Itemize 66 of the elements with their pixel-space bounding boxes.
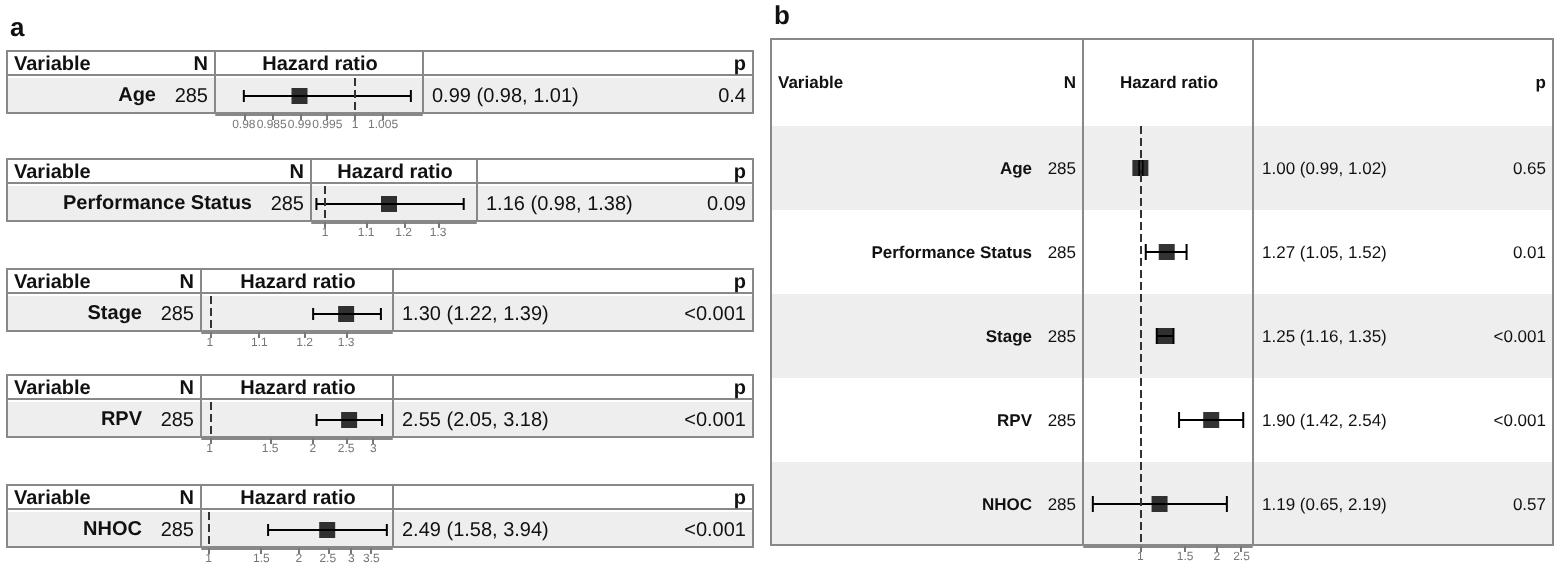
text: Variable	[14, 161, 91, 183]
text: 0.01	[1512, 242, 1546, 262]
text: Variable	[14, 487, 91, 509]
text: 285	[1047, 410, 1076, 430]
x-axis-title: Hazard ratio	[238, 375, 358, 402]
y-tick-label: Age	[118, 85, 157, 107]
text: p	[1535, 72, 1546, 92]
text: N	[179, 271, 194, 293]
text: 0.4	[718, 85, 746, 107]
text: N	[179, 487, 194, 509]
text: Variable	[778, 72, 844, 92]
annotation: 1.30 (1.22, 1.39)	[402, 303, 549, 325]
text: 1.25 (1.16, 1.35)	[1262, 326, 1387, 346]
text: <0.001	[684, 409, 746, 431]
y-tick-label: RPV	[100, 409, 143, 431]
text: p	[733, 161, 746, 183]
text: 1.19 (0.65, 2.19)	[1262, 494, 1387, 514]
text: 2.55 (2.05, 3.18)	[402, 409, 549, 431]
text: Variable	[14, 53, 91, 75]
text: 0.09	[707, 193, 746, 215]
text: <0.001	[684, 519, 746, 541]
text: 285	[1047, 242, 1076, 262]
text: 285	[160, 519, 194, 541]
text: Variable	[14, 377, 91, 399]
annotation: 285	[270, 193, 304, 215]
text: 2.49 (1.58, 3.94)	[402, 519, 549, 541]
annotation: N	[289, 161, 304, 183]
text: N	[179, 377, 194, 399]
text: 1.00 (0.99, 1.02)	[1262, 158, 1387, 178]
y-tick-label: Stage	[87, 303, 143, 325]
chart-title: a	[10, 12, 25, 42]
y-tick-label: Performance Status	[871, 242, 1033, 262]
text: 0.99 (0.98, 1.01)	[432, 85, 579, 107]
y-tick-label: Stage	[985, 326, 1033, 346]
y-tick-label: Performance Status	[63, 193, 253, 215]
text: p	[733, 53, 746, 75]
text: N	[193, 53, 208, 75]
text: b	[774, 0, 790, 30]
text: 1.90 (1.42, 2.54)	[1262, 410, 1387, 430]
x-axis-title: Hazard ratio	[260, 51, 380, 78]
text: p	[733, 377, 746, 399]
y-tick-label: NHOC	[981, 494, 1032, 514]
text: 285	[1047, 326, 1076, 346]
text: 285	[1047, 494, 1076, 514]
text: 1.27 (1.05, 1.52)	[1262, 242, 1387, 262]
x-axis-title: Hazard ratio	[238, 485, 358, 512]
text: 285	[160, 409, 194, 431]
text: 0.65	[1512, 158, 1546, 178]
text: 0.57	[1512, 494, 1546, 514]
text: p	[733, 487, 746, 509]
y-tick-label: NHOC	[83, 519, 142, 541]
text: 285	[1047, 158, 1076, 178]
text: p	[733, 271, 746, 293]
y-tick-label: RPV	[997, 410, 1033, 430]
text: <0.001	[1493, 410, 1546, 430]
text: 285	[160, 303, 194, 325]
x-axis-title: Hazard ratio	[238, 269, 358, 296]
y-tick-label: Age	[999, 158, 1033, 178]
text: <0.001	[684, 303, 746, 325]
text: 1.16 (0.98, 1.38)	[486, 193, 633, 215]
x-axis-title: Hazard ratio	[1117, 70, 1221, 96]
text: N	[1063, 72, 1076, 92]
text: <0.001	[1493, 326, 1546, 346]
text: 285	[174, 85, 208, 107]
x-axis-title: Hazard ratio	[335, 159, 455, 186]
text: Variable	[14, 271, 91, 293]
